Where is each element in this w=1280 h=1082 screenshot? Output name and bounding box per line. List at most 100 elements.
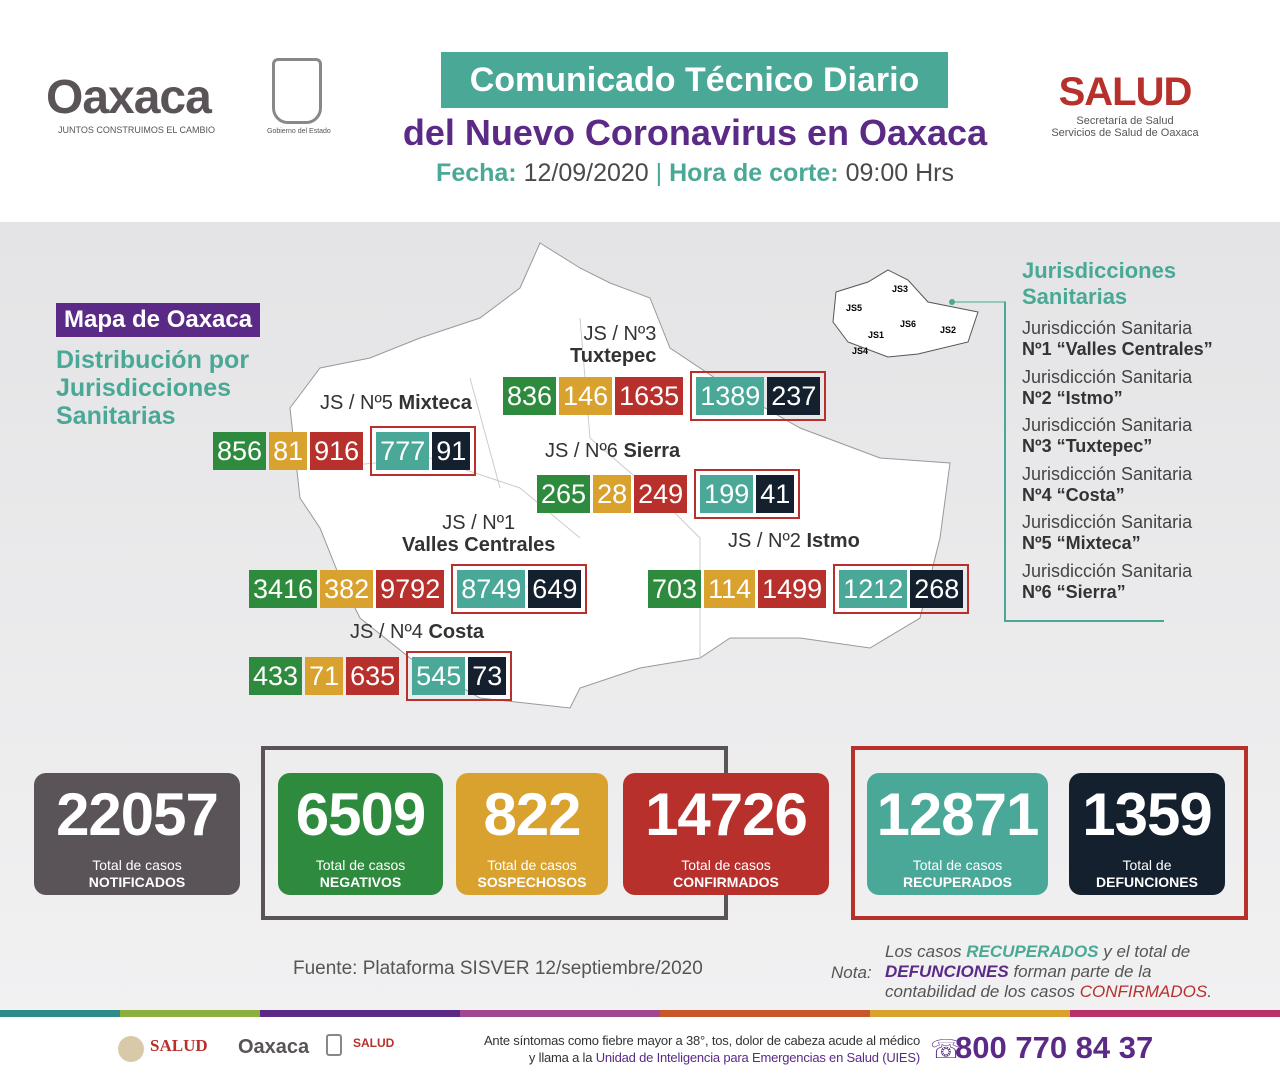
region-negativos: 836 [503,377,557,415]
region-negativos: 703 [648,570,702,608]
legend-l2: Nº1 “Valles Centrales” [1022,339,1213,359]
footer-text: Ante síntomas como fiebre mayor a 38°, t… [420,1032,920,1066]
hora-value: 09:00 Hrs [845,159,954,187]
logo-tagline: JUNTOS CONSTRUIMOS EL CAMBIO [58,125,216,135]
region-defunciones: 649 [528,570,582,608]
note-p1: Los casos [885,942,967,961]
legend-item: Jurisdicción Sanitaria Nº2 “Istmo” [1022,367,1192,409]
region-name: Istmo [806,530,860,552]
note-k2: DEFUNCIONES [885,962,1009,981]
region-sospechosos: 114 [704,570,756,608]
oaxaca-logo: Oaxaca JUNTOS CONSTRUIMOS EL CAMBIO [46,70,215,135]
region-defunciones: 41 [756,475,795,513]
region-row: 703 114 1499 1212 268 [648,564,970,614]
color-strip [660,1010,870,1017]
mini-label-js2: JS2 [940,325,957,335]
region-sospechosos: 81 [269,432,308,470]
legend-item: Jurisdicción Sanitaria Nº6 “Sierra” [1022,561,1192,603]
footer-line1: Ante síntomas como fiebre mayor a 38°, t… [483,1033,920,1048]
legend-l1: Jurisdicción Sanitaria [1022,463,1193,484]
total-l2: SOSPECHOSOS [477,874,587,890]
note-k1: RECUPERADOS [966,942,1099,961]
legend-l2: Nº4 “Costa” [1022,484,1125,505]
region-label: JS / Nº6 Sierra [545,440,680,463]
mini-label-js3: JS3 [892,284,909,294]
total-sospechosos: 822 Total de casos SOSPECHOSOS [456,773,608,895]
salud-sub2: Servicios de Salud de Oaxaca [1051,127,1199,139]
total-recuperados: 12871 Total de casos RECUPERADOS [867,773,1048,895]
logo-text: Oaxaca [46,71,212,124]
mini-jurisdiction-map [832,269,1006,358]
region-row: 433 71 635 545 73 [249,651,513,701]
legend-bracket [1004,302,1164,622]
color-strip [0,1010,120,1017]
map-badge: Mapa de Oaxaca [56,303,261,337]
region-row: 3416 382 9792 8749 649 [249,564,588,614]
total-confirmados: 14726 Total de casos CONFIRMADOS [623,773,829,895]
mini-label-js6: JS6 [900,319,917,329]
region-recuperados: 8749 [457,570,526,608]
recovered-deaths-frame: 1389 237 [690,371,827,421]
recovered-deaths-frame: 545 73 [406,651,513,701]
region-name: Sierra [623,440,681,462]
legend-l1: Jurisdicción Sanitaria [1022,366,1193,387]
totals-bracket-red [851,746,1248,920]
total-l1: Total de [1122,857,1172,873]
region-defunciones: 268 [910,570,964,608]
recovered-deaths-frame: 777 91 [370,426,477,476]
recovered-deaths-frame: 8749 649 [451,564,588,614]
total-value: 22057 [56,781,219,848]
note-k3: CONFIRMADOS [1079,982,1208,1001]
region-sospechosos: 146 [559,377,613,415]
color-strip [260,1010,460,1017]
region-row: 856 81 916 777 91 [213,426,477,476]
region-confirmados: 1499 [758,570,827,608]
source-text: Fuente: Plataforma SISVER 12/septiembre/… [293,958,703,979]
note-p2: y el total de [1098,942,1191,961]
title-line2: del Nuevo Coronavirus en Oaxaca [402,112,988,153]
total-value: 822 [483,781,581,848]
region-sospechosos: 71 [305,657,344,695]
salud-text: SALUD [1058,70,1193,114]
legend-l2: Nº6 “Sierra” [1022,581,1126,602]
footer-coat-icon [326,1034,342,1056]
region-confirmados: 249 [634,475,688,513]
total-l1: Total de casos [315,857,406,873]
note-p5: . [1207,982,1212,1001]
coat-of-arms-icon [272,58,322,124]
recovered-deaths-frame: 199 41 [694,469,801,519]
phone-number[interactable]: 800 770 84 37 [955,1030,1154,1065]
footer-salud2: SALUD [353,1036,395,1050]
color-strip [460,1010,660,1017]
total-l1: Total de casos [487,857,577,873]
total-value: 6509 [295,781,426,848]
legend-item: Jurisdicción Sanitaria Nº1 “Valles Centra… [1022,318,1213,360]
note-label: Nota: [831,963,872,982]
title-line1: Comunicado Técnico Diario [441,52,948,108]
legend-l1: Jurisdicción Sanitaria [1022,318,1193,338]
region-sospechosos: 28 [593,475,632,513]
region-code: JS / Nº4 [350,621,423,643]
mexico-seal-icon [118,1036,144,1062]
region-code: JS / Nº1 [442,512,516,534]
legend-item: Jurisdicción Sanitaria Nº5 “Mixteca” [1022,512,1192,554]
date-line: Fecha: 12/09/2020 | Hora de corte: 09:00… [436,159,954,187]
region-negativos: 433 [249,657,303,695]
region-recuperados: 199 [700,475,754,513]
total-value: 1359 [1082,781,1212,848]
color-strip [1070,1010,1280,1017]
legend-l1: Jurisdicción Sanitaria [1022,512,1193,532]
region-label: JS / Nº5 Mixteca [320,392,472,415]
footer-salud: SALUD [150,1036,208,1055]
color-strip [120,1010,260,1017]
region-code: JS / Nº5 [320,392,393,414]
legend-l1: Jurisdicción Sanitaria [1022,560,1193,581]
region-name: Costa [428,621,485,643]
region-negativos: 3416 [249,570,318,608]
note-p4: contabilidad de los casos [885,982,1080,1001]
total-l2: NEGATIVOS [319,874,402,890]
region-recuperados: 1212 [839,570,908,608]
region-negativos: 265 [537,475,591,513]
region-row: 265 28 249 199 41 [537,469,801,519]
total-l1: Total de casos [681,857,771,873]
